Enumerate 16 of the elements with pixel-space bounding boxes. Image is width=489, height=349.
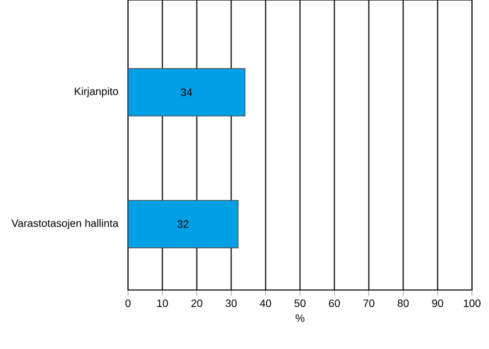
x-tick-label: 60	[329, 300, 340, 308]
x-tick-label: 10	[157, 300, 168, 308]
x-tick-label: 80	[398, 300, 409, 308]
y-tick-label: Varastotasojen hallinta	[11, 219, 118, 230]
data-label: 34	[180, 88, 192, 96]
x-tick-label: 70	[363, 300, 374, 308]
x-tick-label: 30	[226, 300, 237, 308]
x-axis-title: %	[296, 314, 304, 322]
x-tick-label: 40	[260, 300, 272, 308]
y-tick-label: Kirjanpito	[74, 87, 118, 98]
x-tick-label: 50	[294, 300, 306, 308]
x-tick-label: 90	[432, 300, 444, 308]
data-label: 32	[178, 220, 188, 228]
x-tick-label: 0	[125, 300, 131, 308]
x-tick-label: 100	[464, 300, 480, 308]
x-tick-label: 20	[191, 300, 202, 308]
